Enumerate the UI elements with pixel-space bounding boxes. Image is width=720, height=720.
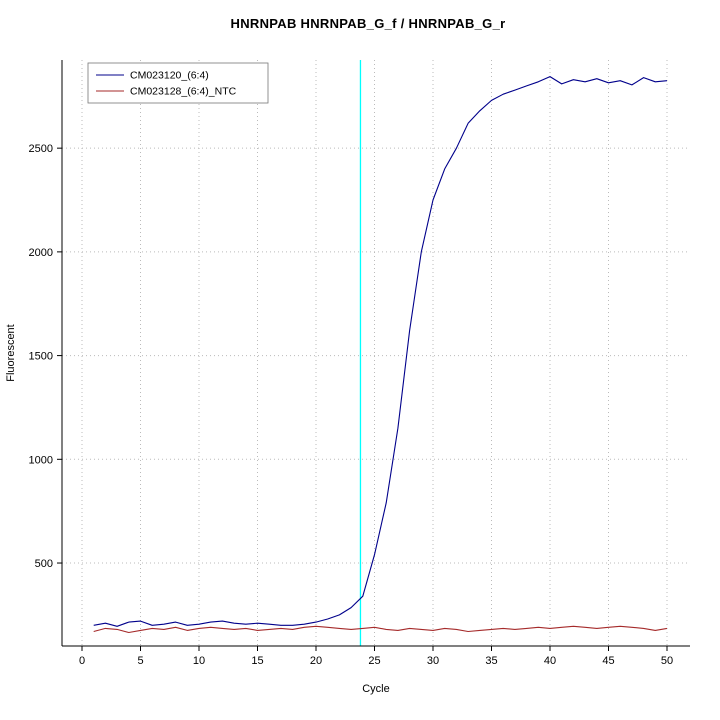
x-tick-label: 25	[368, 655, 380, 667]
series-lines	[93, 76, 668, 634]
legend: CM023120_(6:4) CM023128_(6:4)_NTC	[87, 62, 269, 104]
legend-box	[87, 62, 269, 104]
y-tick-label: 1500	[29, 351, 53, 363]
x-tick-label: 35	[485, 655, 497, 667]
gridlines	[62, 60, 690, 646]
axes: 0 5 10 15 20 25 30 35 40 45 50 500 1000 1500 2000 2500	[29, 60, 690, 667]
chart-title: HNRNPAB HNRNPAB_G_f / HNRNPAB_G_r	[231, 16, 506, 31]
x-tick-label: 45	[602, 655, 614, 667]
y-tick-label: 2500	[29, 143, 53, 155]
x-tick-label: 50	[661, 655, 673, 667]
x-tick-label: 30	[427, 655, 439, 667]
y-tick-label: 2000	[29, 247, 53, 259]
x-tick-label: 15	[251, 655, 263, 667]
x-axis-label: Cycle	[362, 683, 390, 695]
x-tick-label: 0	[79, 655, 85, 667]
x-tick-label: 40	[544, 655, 556, 667]
legend-entry-label: CM023128_(6:4)_NTC	[130, 86, 237, 98]
y-tick-label: 1000	[29, 454, 53, 466]
x-tick-label: 5	[137, 655, 143, 667]
y-tick-label: 500	[35, 558, 53, 570]
legend-entry-label: CM023120_(6:4)	[130, 70, 209, 82]
x-tick-label: 20	[310, 655, 322, 667]
series-line-CM023120_(6:4)	[93, 76, 668, 627]
series-line-CM023128_(6:4)_NTC	[93, 625, 668, 634]
x-tick-label: 10	[193, 655, 205, 667]
y-axis-label: Fluorescent	[5, 324, 17, 381]
